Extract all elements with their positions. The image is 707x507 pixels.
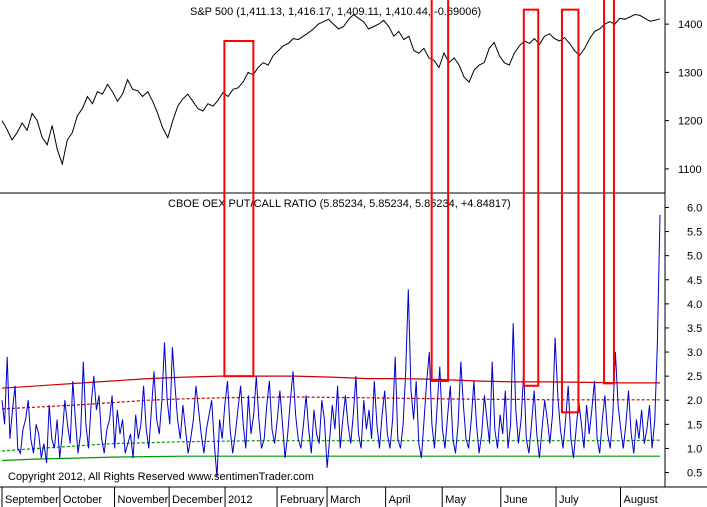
- pcr-tick-label: 5.5: [687, 227, 702, 239]
- pcr-tick-label: 1.5: [687, 419, 702, 431]
- month-label: 2012: [228, 494, 252, 506]
- pcr-y-axis: 0.5 1.0 1.5 2.0 2.5 3.0 3.5 4.0 4.5 5.0 5.5 6.0: [665, 202, 702, 480]
- month-label: March: [330, 494, 361, 506]
- month-label: May: [445, 494, 466, 506]
- copyright-text: Copyright 2012, All Rights Reserved www.…: [8, 471, 314, 483]
- month-label: February: [280, 494, 325, 506]
- pcr-tick-label: 2.0: [687, 395, 702, 407]
- month-label: October: [63, 494, 102, 506]
- highlight-box: [223, 40, 255, 378]
- pcr-tick-label: 2.5: [687, 371, 702, 383]
- pcr-ratio-line: [1, 214, 661, 478]
- month-label: August: [624, 494, 658, 506]
- month-axis: September October November December 2012 Febr…: [1, 487, 658, 507]
- pcr-tick-label: 3.5: [687, 323, 702, 335]
- highlight-boxes: [223, 0, 615, 414]
- pcr-tick-label: 0.5: [687, 468, 702, 480]
- spx-title: S&P 500 (1,411.13, 1,416.17, 1,409.11, 1…: [190, 6, 481, 18]
- month-label: July: [559, 494, 579, 506]
- spx-y-axis: 1100 1200 1300 1400: [665, 19, 702, 176]
- month-label: November: [118, 494, 169, 506]
- highlight-box: [430, 0, 450, 382]
- highlight-box: [603, 0, 615, 385]
- spx-tick-label: 1400: [678, 19, 702, 31]
- month-label: September: [5, 494, 59, 506]
- spx-tick-label: 1300: [678, 67, 702, 79]
- pcr-tick-label: 1.0: [687, 443, 702, 455]
- pcr-tick-label: 3.0: [687, 347, 702, 359]
- month-label: June: [504, 494, 528, 506]
- spx-panel: S&P 500 (1,411.13, 1,416.17, 1,409.11, 1…: [1, 6, 702, 176]
- pcr-tick-label: 6.0: [687, 202, 702, 214]
- pcr-tick-label: 5.0: [687, 251, 702, 263]
- pcr-series-group: [1, 214, 661, 478]
- month-label: December: [172, 494, 223, 506]
- pcr-tick-label: 4.0: [687, 299, 702, 311]
- spx-tick-label: 1100: [678, 164, 702, 176]
- spx-price-line: [1, 13, 661, 166]
- pcr-title: CBOE OEX PUT/CALL RATIO (5.85234, 5.8523…: [168, 198, 511, 210]
- highlight-box: [522, 8, 540, 387]
- month-label: April: [389, 494, 411, 506]
- spx-tick-label: 1200: [678, 116, 702, 128]
- upper-band-line: [1, 375, 660, 389]
- highlight-box: [560, 8, 580, 414]
- pcr-tick-label: 4.5: [687, 275, 702, 287]
- lower-band-line: [1, 455, 660, 462]
